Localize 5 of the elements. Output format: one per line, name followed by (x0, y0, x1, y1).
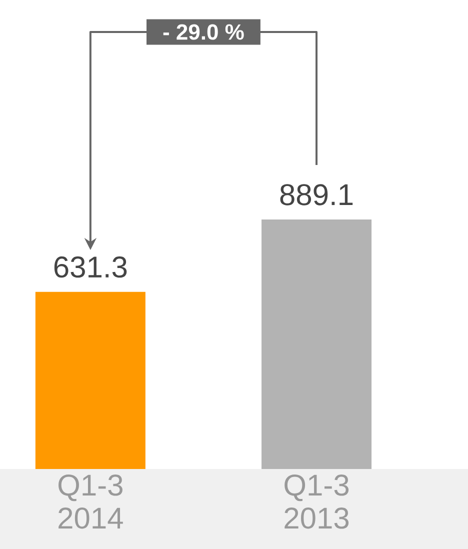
x-tick-label: Q1-3 2014 (58, 474, 123, 529)
text: - 29.0 % (163, 24, 244, 40)
data-label: 889.1 (280, 184, 353, 206)
x-tick-label: Q1-3 2013 (284, 474, 349, 529)
data-label: 631.3 (54, 256, 127, 278)
